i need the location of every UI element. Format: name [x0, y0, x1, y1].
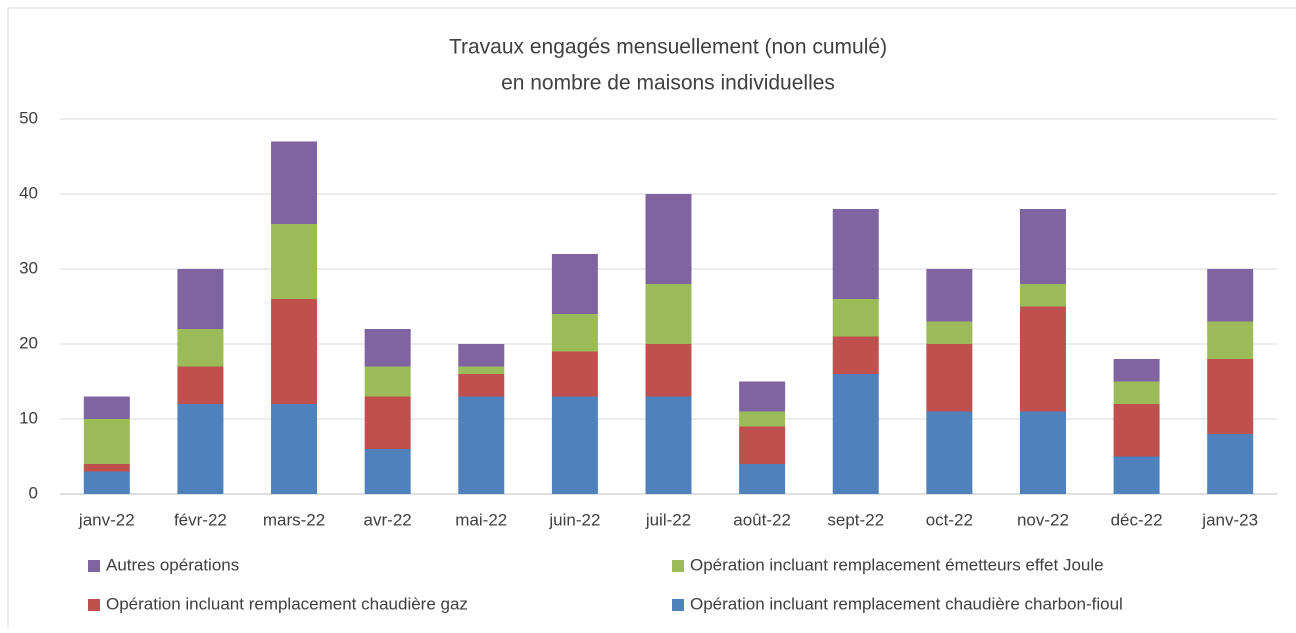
bar-segment [271, 299, 318, 404]
y-tick-label: 40 [19, 183, 38, 202]
x-tick-label: août-22 [733, 510, 791, 529]
bar-segment [83, 464, 130, 472]
bar-segment [645, 344, 692, 397]
bar-segment [1113, 404, 1160, 457]
bar-segment [271, 404, 318, 494]
x-tick-label: janv-22 [78, 510, 135, 529]
bar-segment [1207, 434, 1254, 494]
bar-segment [83, 419, 130, 464]
x-tick-label: mars-22 [263, 510, 325, 529]
x-tick-label: oct-22 [926, 510, 973, 529]
bar-segment [551, 314, 598, 352]
bar-segment [551, 351, 598, 397]
y-tick-label: 0 [29, 483, 38, 502]
legend-label: Opération incluant remplacement chaudièr… [106, 594, 468, 613]
bar-segment [739, 464, 786, 494]
y-tick-label: 20 [19, 333, 38, 352]
bar-segment [551, 396, 598, 494]
bar-segment [926, 344, 973, 412]
bar-segment [458, 374, 505, 397]
x-tick-label: nov-22 [1017, 510, 1069, 529]
chart-frame [7, 7, 1296, 633]
bar-segment [645, 194, 692, 284]
bar-segment [1207, 269, 1254, 322]
legend-swatch [88, 599, 100, 611]
bar-segment [177, 329, 224, 367]
bar-segment [364, 366, 411, 397]
bar-segment [832, 209, 879, 299]
bar-segment [926, 321, 973, 344]
bar-segment [83, 471, 130, 494]
bar-segment [364, 449, 411, 494]
legend-label: Opération incluant remplacement chaudièr… [690, 594, 1123, 613]
legend-swatch [88, 560, 100, 572]
bar-segment [645, 396, 692, 494]
y-tick-label: 10 [19, 408, 38, 427]
y-tick-label: 30 [19, 258, 38, 277]
x-tick-label: juil-22 [645, 510, 691, 529]
bar-segment [1019, 209, 1066, 284]
bar-segment [458, 366, 505, 374]
bar-segment [926, 269, 973, 322]
x-tick-label: avr-22 [364, 510, 412, 529]
legend-swatch [672, 599, 684, 611]
legend-swatch [672, 560, 684, 572]
bar-segment [83, 396, 130, 419]
x-tick-label: janv-23 [1201, 510, 1258, 529]
bar-segment [1113, 456, 1160, 494]
bar-segment [1019, 411, 1066, 494]
bar-segment [739, 411, 786, 427]
x-tick-label: mai-22 [455, 510, 507, 529]
bar-segment [645, 284, 692, 344]
chart-title: Travaux engagés mensuellement (non cumul… [449, 36, 887, 59]
x-tick-label: sept-22 [827, 510, 884, 529]
bar-segment [832, 374, 879, 494]
bar-segment [1113, 381, 1160, 404]
bar-segment [832, 336, 879, 374]
bar-segment [832, 299, 879, 337]
bar-segment [1207, 359, 1254, 434]
bar-segment [739, 426, 786, 464]
bar-segment [458, 344, 505, 367]
x-tick-label: févr-22 [174, 510, 227, 529]
bar-segment [458, 396, 505, 494]
bar-segment [1207, 321, 1254, 359]
bar-segment [1019, 306, 1066, 412]
x-tick-label: juin-22 [548, 510, 600, 529]
bar-segment [1113, 359, 1160, 382]
bar-segment [177, 366, 224, 404]
bar-segment [926, 411, 973, 494]
bar-segment [271, 141, 318, 224]
bar-segment [551, 254, 598, 314]
bar-segment [177, 404, 224, 494]
bar-segment [364, 329, 411, 367]
bar-segment [271, 224, 318, 299]
chart-title: en nombre de maisons individuelles [501, 72, 835, 95]
legend-label: Autres opérations [106, 555, 239, 574]
bar-segment [739, 381, 786, 412]
bar-segment [177, 269, 224, 329]
bar-segment [1019, 284, 1066, 307]
legend-label: Opération incluant remplacement émetteur… [690, 555, 1104, 574]
bar-segment [364, 396, 411, 449]
y-tick-label: 50 [19, 108, 38, 127]
x-tick-label: déc-22 [1111, 510, 1163, 529]
